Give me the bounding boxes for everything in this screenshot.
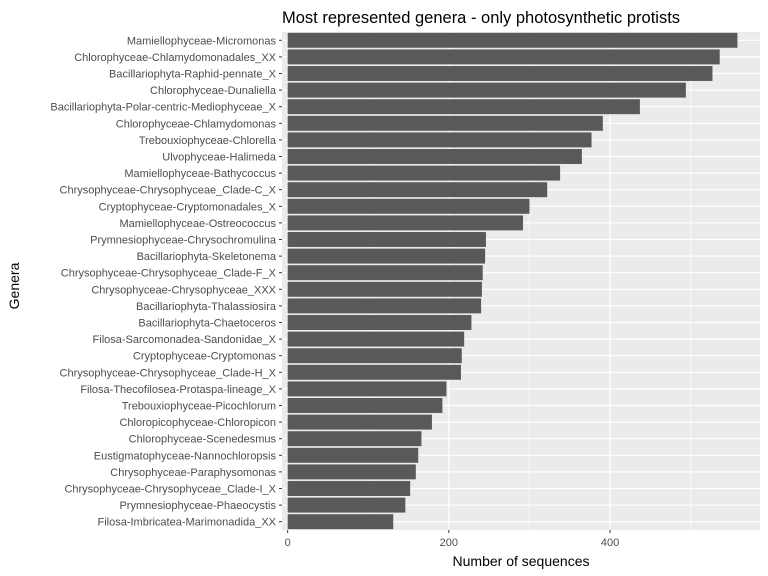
- y-tick-labels: Mamiellophyceae-Micromonas Chlorophyceae-…: [50, 35, 282, 529]
- bar: [287, 132, 592, 148]
- y-tick-label: Ulvophyceae-Halimeda: [162, 152, 277, 164]
- bar: [287, 281, 482, 297]
- y-tick-label: Eustigmatophyceae-Nannochloropsis: [94, 450, 277, 462]
- bar: [287, 348, 462, 364]
- y-tick-label: Bacillariophyta-Chaetoceros: [138, 318, 276, 330]
- y-tick-label: Bacillariophyta-Thalassiosira: [136, 301, 277, 313]
- y-tick-label: Trebouxiophyceae-Picochlorum: [122, 401, 276, 413]
- y-tick-label: Filosa-Thecofilosea-Protaspa-lineage_X: [80, 384, 276, 396]
- bar: [287, 315, 472, 330]
- bar: [287, 165, 561, 181]
- y-tick-label: Bacillariophyta-Skeletonema: [137, 251, 277, 263]
- bars: [287, 32, 738, 530]
- x-tick-label: 400: [601, 537, 619, 549]
- bar: [287, 364, 461, 380]
- bar: [287, 398, 443, 413]
- y-tick-label: Cryptophyceae-Cryptomonadales_X: [99, 201, 277, 213]
- y-tick-label: Chrysophyceae-Chrysophyceae_Clade-H_X: [60, 367, 277, 379]
- bar: [287, 82, 686, 98]
- bar: [287, 414, 432, 430]
- x-axis-title: Number of sequences: [453, 553, 590, 569]
- y-tick-label: Chlorophyceae-Chlamydomonas: [116, 118, 277, 130]
- plot-panel: [282, 32, 760, 530]
- bar: [287, 497, 406, 513]
- bar: [287, 232, 486, 247]
- x-axis-ticks: 0 200 400: [285, 530, 619, 549]
- y-tick-label: Bacillariophyta-Raphid-pennate_X: [109, 69, 277, 81]
- y-tick-label: Mamiellophyceae-Ostreococcus: [119, 218, 276, 230]
- bar: [287, 464, 416, 480]
- bar: [287, 447, 419, 463]
- y-tick-label: Chlorophyceae-Dunaliella: [150, 85, 277, 97]
- y-tick-label: Chlorophyceae-Chlamydomonadales_XX: [74, 52, 276, 64]
- bar: [287, 99, 640, 115]
- y-tick-label: Cryptophyceae-Cryptomonas: [133, 351, 277, 363]
- bar: [287, 431, 422, 447]
- y-tick-label: Chrysophyceae-Chrysophyceae_Clade-C_X: [60, 185, 277, 197]
- y-tick-label: Chlorophyceae-Scenedesmus: [129, 434, 277, 446]
- y-tick-label: Prymnesiophyceae-Chrysochromulina: [90, 235, 277, 247]
- bar: [287, 149, 582, 164]
- y-tick-label: Filosa-Sarcomonadea-Sandonidae_X: [93, 334, 277, 346]
- y-tick-label: Chrysophyceae-Chrysophyceae_Clade-F_X: [61, 268, 277, 280]
- x-tick-label: 200: [440, 537, 458, 549]
- chart-title: Most represented genera - only photosynt…: [282, 9, 680, 27]
- y-tick-label: Chrysophyceae-Chrysophyceae_Clade-I_X: [64, 484, 276, 496]
- bar: [287, 182, 548, 198]
- bar: [287, 115, 603, 131]
- x-tick-label: 0: [285, 537, 291, 549]
- bar: [287, 381, 447, 397]
- y-tick-label: Chrysophyceae-Paraphysomonas: [110, 467, 276, 479]
- bar: [287, 514, 394, 530]
- bar: [287, 481, 411, 496]
- y-tick-label: Mamiellophyceae-Bathycoccus: [124, 168, 276, 180]
- y-tick-label: Mamiellophyceae-Micromonas: [127, 35, 277, 47]
- bar: [287, 66, 713, 81]
- y-tick-label: Prymnesiophyceae-Phaeocystis: [119, 500, 276, 512]
- bar: [287, 331, 465, 347]
- bar: [287, 248, 486, 264]
- bar: [287, 215, 524, 231]
- y-tick-label: Trebouxiophyceae-Chlorella: [139, 135, 277, 147]
- y-tick-label: Chloropicophyceae-Chloropicon: [119, 417, 276, 429]
- bar: [287, 265, 483, 281]
- bar: [287, 49, 720, 65]
- bar: [287, 32, 738, 48]
- bar: [287, 298, 482, 314]
- y-axis-title: Genera: [6, 262, 22, 309]
- bar: [287, 198, 530, 214]
- y-tick-label: Filosa-Imbricatea-Marimonadida_XX: [97, 517, 276, 529]
- y-tick-label: Chrysophyceae-Chrysophyceae_XXX: [91, 284, 276, 296]
- y-tick-label: Bacillariophyta-Polar-centric-Mediophyce…: [50, 102, 276, 114]
